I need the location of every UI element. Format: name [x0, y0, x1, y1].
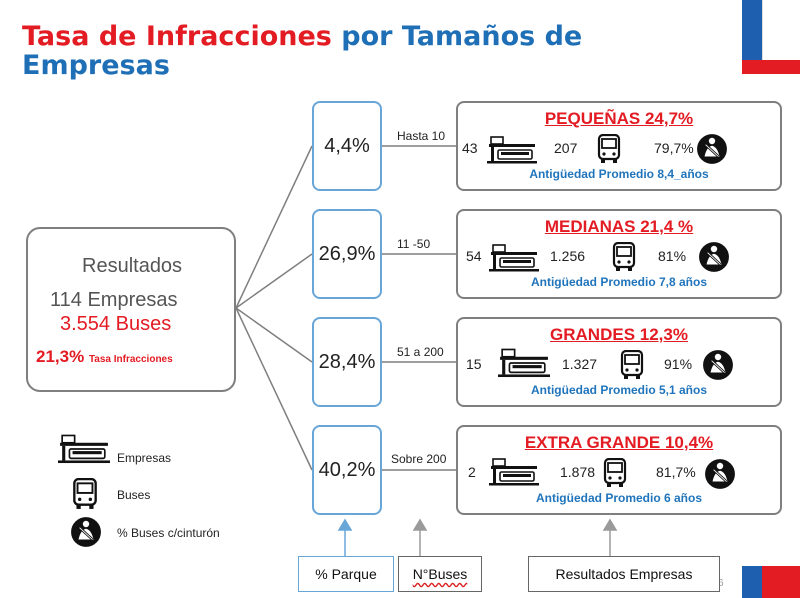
results-rate-value: 21,3% [36, 347, 85, 366]
empresas-count: 54 [466, 248, 482, 264]
connector-4 [235, 307, 313, 471]
bus-terminal-icon [486, 135, 538, 165]
connector-1 [235, 145, 313, 309]
empresas-count: 15 [466, 356, 482, 372]
arrow-nbuses-head [412, 518, 428, 531]
category-box-medianas: MEDIANAS 21,4 % 54 1.256 81% Antigüedad … [456, 209, 782, 299]
arrow-results-head [602, 518, 618, 531]
cinturon-percent: 81% [658, 248, 687, 264]
arrow-parque-head [337, 518, 353, 531]
title-part2: por Tamaños de Empresas [22, 21, 583, 81]
category-box-grandes: GRANDES 12,3% 15 1.327 91% Antigüedad Pr… [456, 317, 782, 407]
legend-bus-terminal-icon [58, 433, 110, 465]
category-title: GRANDES 12,3% [550, 325, 688, 344]
parque-box-extra-grande: 40,2% [312, 425, 382, 515]
buses-count: 1.256 [550, 248, 586, 264]
seatbelt-icon [702, 349, 734, 381]
range-label: Hasta 10 [397, 129, 446, 143]
bus-terminal-icon [498, 347, 550, 379]
antiguedad-promedio: Antigüedad Promedio 5,1 años [530, 383, 708, 397]
category-title: EXTRA GRANDE 10,4% [524, 433, 714, 452]
legend-buses: Buses [117, 488, 151, 502]
bottom-label-text: Resultados Empresas [555, 566, 693, 582]
bottom-label-nbuses: N°Buses [398, 556, 482, 592]
buses-count: 207 [554, 140, 578, 156]
parque-box-pequenas: 4,4% [312, 101, 382, 191]
empresas-count: 2 [468, 464, 476, 480]
bottom-label-resultados: Resultados Empresas [528, 556, 720, 592]
parque-percent: 40,2% [318, 458, 376, 481]
bus-icon [597, 134, 621, 164]
legend-cinturon: % Buses c/cinturón [117, 526, 220, 540]
bus-icon [612, 242, 636, 272]
seatbelt-icon [696, 133, 728, 165]
bottom-label-parque: % Parque [298, 556, 394, 592]
bus-terminal-icon [488, 457, 540, 487]
buses-count: 1.327 [562, 356, 598, 372]
bus-terminal-icon [488, 243, 540, 273]
title-part1: Tasa de Infracciones [22, 21, 332, 52]
range-label: Sobre 200 [391, 452, 447, 466]
cinturon-percent: 91% [664, 356, 693, 372]
parque-percent: 26,9% [318, 242, 376, 265]
flag-decoration-top [742, 0, 800, 74]
flag-decoration-bottom [742, 566, 800, 598]
page-number: 6 [718, 578, 724, 589]
parque-box-medianas: 26,9% [312, 209, 382, 299]
antiguedad-promedio: Antigüedad Promedio 6 años [535, 491, 703, 505]
buses-count: 1.878 [560, 464, 596, 480]
results-empresas: 114 Empresas [50, 289, 178, 311]
cinturon-percent: 79,7% [654, 140, 694, 156]
connector-3 [235, 307, 313, 363]
seatbelt-icon [698, 241, 730, 273]
bus-icon [603, 458, 627, 488]
bottom-label-text: N°Buses [412, 566, 468, 582]
seatbelt-icon [704, 458, 736, 490]
results-rate-label: Tasa Infracciones [88, 354, 173, 365]
range-label: 51 a 200 [397, 345, 444, 359]
results-heading: Resultados [82, 255, 183, 277]
bottom-label-text: % Parque [315, 566, 377, 582]
category-title: PEQUEÑAS 24,7% [544, 109, 694, 128]
antiguedad-promedio: Antigüedad Promedio 8,4_años [529, 167, 709, 181]
legend-seatbelt-icon [70, 516, 102, 548]
parque-percent: 4,4% [324, 134, 370, 157]
empresas-count: 43 [462, 140, 478, 156]
category-box-pequenas: PEQUEÑAS 24,7% 43 207 79,7% Antigüedad P… [456, 101, 782, 191]
results-buses: 3.554 Buses [60, 313, 172, 335]
parque-percent: 28,4% [318, 350, 376, 373]
legend-empresas: Empresas [117, 451, 172, 465]
antiguedad-promedio: Antigüedad Promedio 7,8 años [530, 275, 708, 289]
results-box: Resultados 114 Empresas 3.554 Buses 21,3… [26, 227, 236, 392]
legend-bus-icon [72, 478, 98, 510]
range-label: 11 -50 [397, 237, 431, 251]
category-title: MEDIANAS 21,4 % [544, 217, 694, 236]
connector-2 [235, 253, 313, 309]
bus-icon [620, 350, 644, 380]
category-box-extra-grande: EXTRA GRANDE 10,4% 2 1.878 81,7% Antigüe… [456, 425, 782, 515]
page-title: Tasa de Infracciones por Tamaños de Empr… [22, 22, 682, 80]
cinturon-percent: 81,7% [656, 464, 696, 480]
parque-box-grandes: 28,4% [312, 317, 382, 407]
results-rate: 21,3% Tasa Infracciones [36, 347, 173, 367]
